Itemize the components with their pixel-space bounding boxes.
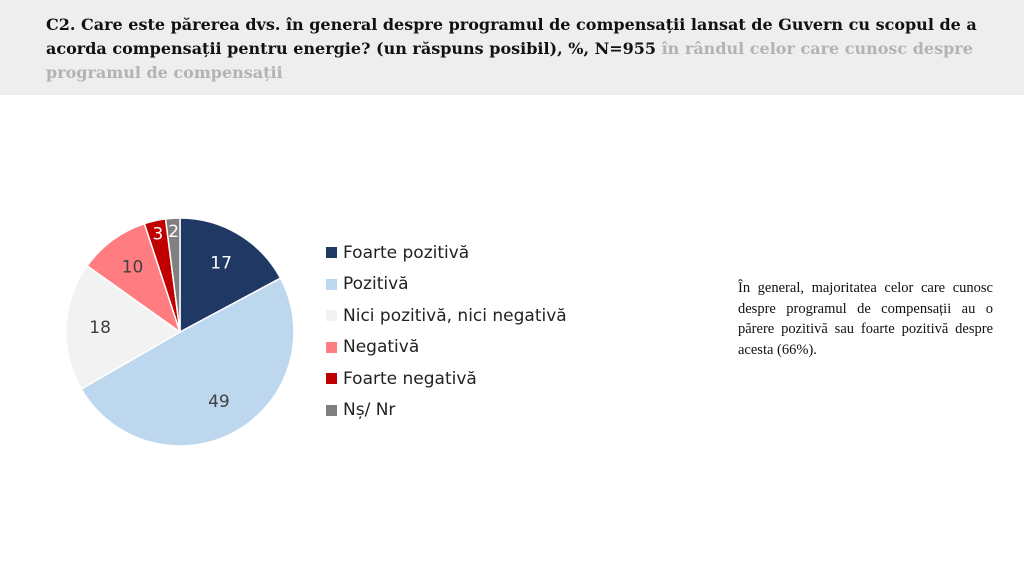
question-text: C2. Care este părerea dvs. în general de… <box>46 15 977 58</box>
data-label-negativa: 10 <box>122 258 144 278</box>
pie-chart: 17 49 18 10 3 2 <box>65 217 295 447</box>
legend-item-foarte-negativa: Foarte negativă <box>326 363 567 395</box>
pie-slice-nici-pozitiva-nici-negativa <box>65 264 182 391</box>
legend-item-nici-pozitiva-nici-negativa: Nici pozitivă, nici negativă <box>326 300 567 332</box>
summary-note: În general, majoritatea celor care cunos… <box>738 280 993 358</box>
legend-swatch <box>326 247 337 259</box>
pie-slice-pozitiva <box>80 277 295 447</box>
question-title: C2. Care este părerea dvs. în general de… <box>46 13 996 85</box>
legend-label: Nș/ Nr <box>343 400 396 421</box>
legend-item-foarte-pozitiva: Foarte pozitivă <box>326 237 567 269</box>
legend-swatch <box>326 373 337 385</box>
header-banner: C2. Care este părerea dvs. în general de… <box>0 0 1024 95</box>
legend-swatch <box>326 310 337 322</box>
data-label-pozitiva: 49 <box>208 392 230 412</box>
chart-legend: Foarte pozitivă Pozitivă Nici pozitivă, ni… <box>326 237 567 426</box>
question-subgroup: în rândul celor care cunosc despre progr… <box>46 39 973 82</box>
legend-label: Foarte negativă <box>343 368 477 389</box>
legend-swatch <box>326 278 337 290</box>
legend-item-pozitiva: Pozitivă <box>326 269 567 301</box>
legend-item-ns-nr: Nș/ Nr <box>326 395 567 427</box>
pie-slice-negativa <box>86 222 182 334</box>
legend-label: Negativă <box>343 337 420 358</box>
data-label-nici-pozitiva-nici-negativa: 18 <box>89 318 111 338</box>
legend-item-negativa: Negativă <box>326 332 567 364</box>
data-label-foarte-negativa: 3 <box>153 224 164 244</box>
legend-label: Nici pozitivă, nici negativă <box>343 305 567 326</box>
legend-swatch <box>326 341 337 353</box>
data-label-foarte-pozitiva: 17 <box>210 253 232 273</box>
legend-label: Pozitivă <box>343 274 409 295</box>
data-label-ns-nr: 2 <box>168 222 179 242</box>
pie-slice-ns-nr <box>164 217 181 333</box>
legend-swatch <box>326 404 337 416</box>
legend-label: Foarte pozitivă <box>343 242 470 263</box>
pie-slice-foarte-pozitiva <box>179 217 282 334</box>
